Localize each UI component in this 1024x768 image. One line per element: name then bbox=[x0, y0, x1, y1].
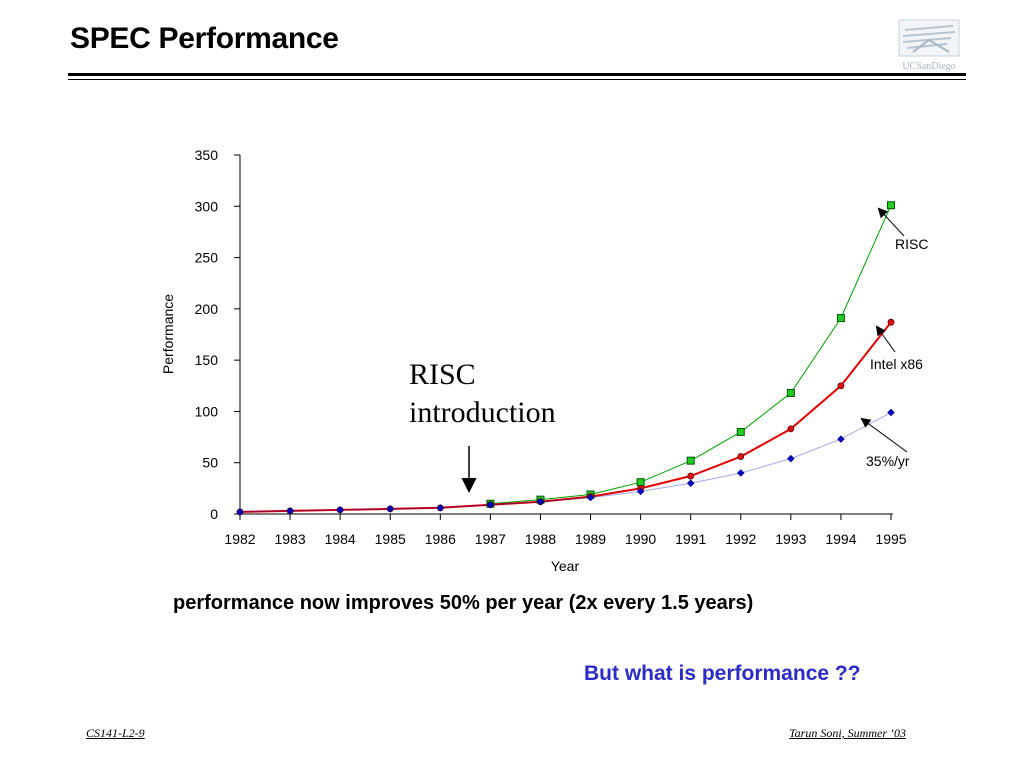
x-axis-title: Year bbox=[551, 558, 580, 574]
y-tick-label: 0 bbox=[210, 506, 218, 522]
risc-point bbox=[836, 314, 845, 323]
trend-point bbox=[837, 435, 845, 443]
intel-point bbox=[787, 425, 795, 433]
x-tick-label: 1984 bbox=[325, 531, 356, 547]
risc-point bbox=[636, 478, 645, 487]
ucsd-logo-icon bbox=[898, 19, 960, 57]
intel-point bbox=[887, 318, 895, 326]
trend-point bbox=[786, 454, 795, 463]
trend-point bbox=[386, 505, 395, 513]
y-tick-label: 250 bbox=[195, 250, 219, 266]
trend-point bbox=[286, 507, 294, 515]
slide-title: SPEC Performance bbox=[70, 22, 339, 55]
series-line-2 bbox=[239, 412, 892, 513]
y-tick-label: 300 bbox=[195, 198, 219, 214]
trend-point bbox=[736, 469, 745, 477]
series-labels: RISC Intel x86 35%/yr bbox=[866, 236, 928, 469]
trend-point bbox=[536, 497, 545, 506]
ucsd-logo: UCSanDiego bbox=[893, 18, 965, 72]
risc-point bbox=[686, 456, 695, 465]
x-tick-label: 1994 bbox=[825, 531, 856, 547]
footer-author: Tarun Soni, Summer ‘03 bbox=[789, 726, 906, 740]
y-tick-label: 350 bbox=[195, 147, 219, 163]
y-tick-label: 200 bbox=[195, 301, 219, 317]
x-tick-label: 1987 bbox=[475, 531, 506, 547]
x-tick-label: 1992 bbox=[725, 531, 756, 547]
chart-series bbox=[236, 201, 895, 516]
y-tick-label: 150 bbox=[195, 352, 219, 368]
y-axis-title: Performance bbox=[160, 294, 176, 374]
y-tick-label: 100 bbox=[195, 403, 219, 419]
chart-labels: 0 50 100 150 200 250 300 350 1982 1983 1984 1985 198… bbox=[160, 147, 928, 574]
trend-point bbox=[436, 503, 445, 512]
series-label-2: 35%/yr bbox=[866, 453, 910, 469]
x-tick-label: 1982 bbox=[224, 531, 255, 547]
x-tick-label: 1989 bbox=[575, 531, 606, 547]
trend-point bbox=[586, 493, 595, 502]
trend-point bbox=[336, 506, 345, 514]
series-label-0: RISC bbox=[895, 236, 928, 252]
headline-text: performance now improves 50% per year (2… bbox=[173, 592, 754, 614]
logo-text: UCSanDiego bbox=[902, 61, 956, 72]
footer-course-id: CS141-L2-9 bbox=[86, 726, 145, 740]
title-rule-thin bbox=[68, 79, 966, 80]
risc-point bbox=[786, 388, 795, 397]
intel-point bbox=[737, 453, 745, 460]
intel-point bbox=[837, 382, 845, 390]
risc-point bbox=[887, 201, 895, 210]
x-tick-label: 1995 bbox=[875, 531, 906, 547]
trend-pointer-arrow bbox=[860, 417, 908, 453]
x-tick-label: 1991 bbox=[675, 531, 706, 547]
risc-introduction-annotation: RISC introduction bbox=[409, 358, 556, 429]
trend-point bbox=[236, 508, 244, 516]
y-tick-label: 50 bbox=[202, 455, 218, 471]
title-rule bbox=[68, 73, 966, 76]
intel-point bbox=[687, 472, 695, 480]
x-tick-label: 1993 bbox=[775, 531, 806, 547]
x-tick-label: 1988 bbox=[525, 531, 556, 547]
trend-point bbox=[887, 408, 895, 417]
risc-point bbox=[736, 427, 745, 436]
series-line-1 bbox=[239, 321, 892, 513]
series-label-1: Intel x86 bbox=[870, 356, 923, 372]
risc-pointer-arrow bbox=[877, 207, 905, 237]
x-tick-label: 1990 bbox=[625, 531, 656, 547]
trend-point bbox=[486, 500, 495, 509]
x-tick-label: 1986 bbox=[425, 531, 456, 547]
question-text: But what is performance ?? bbox=[584, 662, 861, 685]
trend-point bbox=[686, 479, 695, 488]
x-tick-label: 1983 bbox=[274, 531, 305, 547]
chart-axes bbox=[234, 154, 893, 520]
trend-point bbox=[636, 487, 645, 496]
intel-pointer-arrow bbox=[875, 325, 896, 353]
x-tick-label: 1985 bbox=[375, 531, 406, 547]
